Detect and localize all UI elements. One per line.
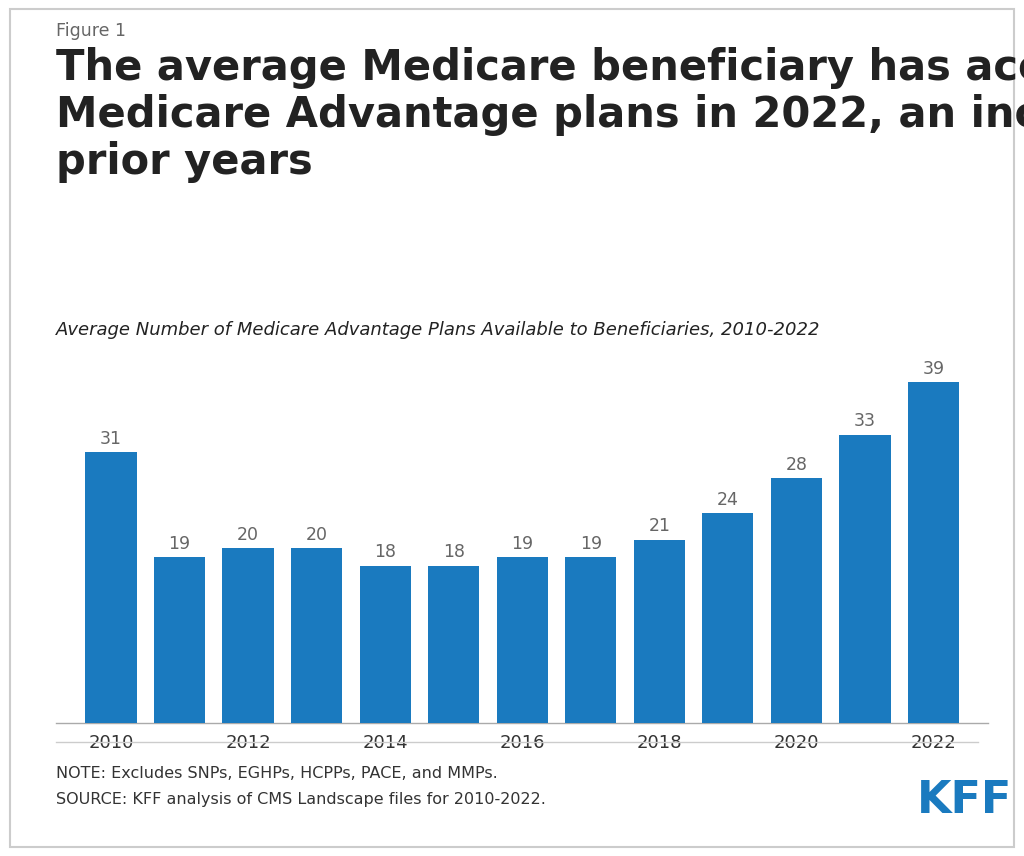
Bar xyxy=(565,557,616,723)
Text: 19: 19 xyxy=(580,535,602,553)
Text: SOURCE: KFF analysis of CMS Landscape files for 2010-2022.: SOURCE: KFF analysis of CMS Landscape fi… xyxy=(56,792,546,807)
Text: 19: 19 xyxy=(169,535,190,553)
Text: 33: 33 xyxy=(854,413,876,431)
Text: 31: 31 xyxy=(100,430,122,448)
Text: 28: 28 xyxy=(785,456,807,474)
Bar xyxy=(154,557,206,723)
Text: 20: 20 xyxy=(306,526,328,544)
Text: Figure 1: Figure 1 xyxy=(56,22,126,40)
Bar xyxy=(702,514,754,723)
Text: 39: 39 xyxy=(923,360,944,377)
Bar xyxy=(85,452,137,723)
Bar xyxy=(291,549,342,723)
Bar xyxy=(428,566,479,723)
Bar xyxy=(839,435,891,723)
Bar xyxy=(907,382,959,723)
Text: 18: 18 xyxy=(374,544,396,562)
Text: 24: 24 xyxy=(717,491,738,509)
Bar xyxy=(634,539,685,723)
Text: The average Medicare beneficiary has access to 39
Medicare Advantage plans in 20: The average Medicare beneficiary has acc… xyxy=(56,47,1024,183)
Bar xyxy=(771,479,822,723)
Bar xyxy=(359,566,411,723)
Text: Average Number of Medicare Advantage Plans Available to Beneficiaries, 2010-2022: Average Number of Medicare Advantage Pla… xyxy=(56,321,821,339)
Text: 20: 20 xyxy=(238,526,259,544)
Text: 21: 21 xyxy=(648,517,671,535)
Text: 19: 19 xyxy=(511,535,534,553)
Bar xyxy=(222,549,273,723)
Text: KFF: KFF xyxy=(916,779,1012,822)
Text: NOTE: Excludes SNPs, EGHPs, HCPPs, PACE, and MMPs.: NOTE: Excludes SNPs, EGHPs, HCPPs, PACE,… xyxy=(56,766,498,782)
Bar xyxy=(497,557,548,723)
Text: 18: 18 xyxy=(442,544,465,562)
